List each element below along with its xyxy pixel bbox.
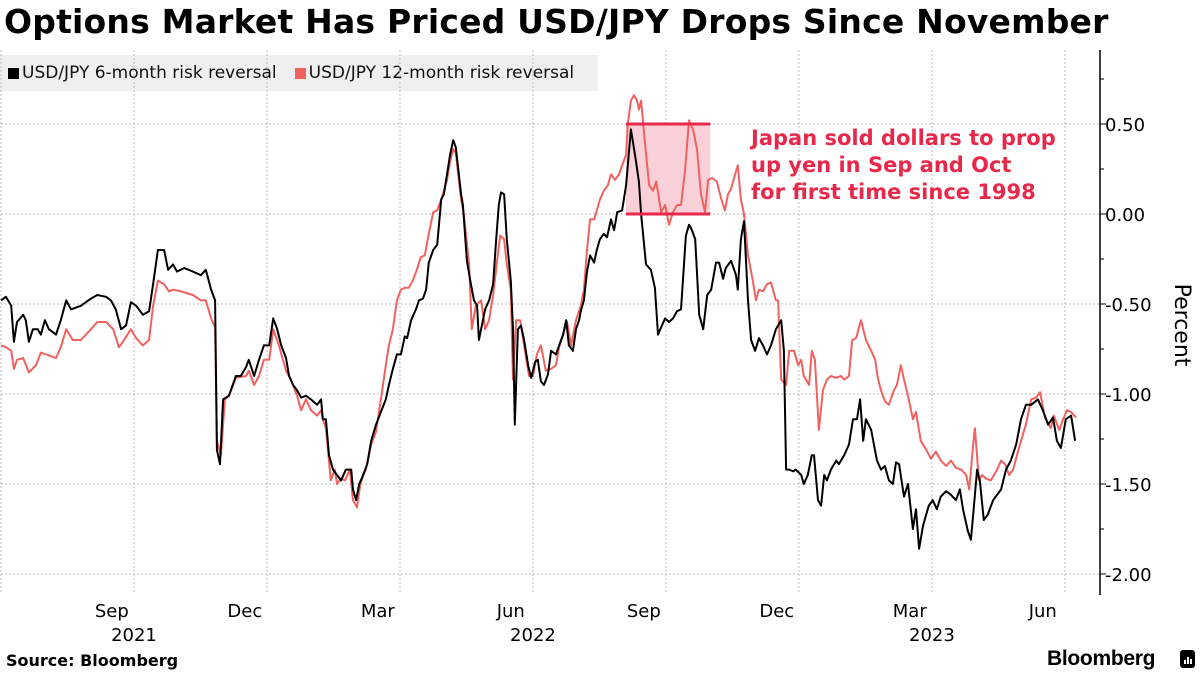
legend-label-6m: USD/JPY 6-month risk reversal xyxy=(22,63,277,83)
y-tick-label: -0.50 xyxy=(1105,295,1152,316)
x-year-label: 2022 xyxy=(510,625,556,646)
legend: USD/JPY 6-month risk reversal USD/JPY 12… xyxy=(0,55,598,91)
y-tick-label: -1.50 xyxy=(1105,475,1152,496)
x-tick-label: Jun xyxy=(1028,601,1057,622)
y-axis-label: Percent xyxy=(1169,284,1194,367)
x-tick-label: Sep xyxy=(627,601,661,622)
chart-title: Options Market Has Priced USD/JPY Drops … xyxy=(4,2,1109,41)
y-tick-label: -2.00 xyxy=(1105,565,1152,586)
bloomberg-chart-icon xyxy=(1180,650,1195,668)
x-tick-label: Mar xyxy=(893,601,928,622)
x-year-label: 2023 xyxy=(909,625,955,646)
y-tick-label: 0.00 xyxy=(1105,205,1145,226)
x-year-label: 2021 xyxy=(111,625,157,646)
source-label: Source: Bloomberg xyxy=(6,651,179,670)
legend-swatch-6m xyxy=(8,67,19,79)
x-tick-label: Dec xyxy=(759,601,794,622)
x-tick-label: Jun xyxy=(496,601,525,622)
annotation-text-line: Japan sold dollars to prop xyxy=(749,126,1056,150)
x-tick-label: Dec xyxy=(227,601,262,622)
legend-item-6m: USD/JPY 6-month risk reversal xyxy=(8,63,277,83)
legend-label-12m: USD/JPY 12-month risk reversal xyxy=(308,63,575,83)
x-tick-label: Mar xyxy=(361,601,396,622)
legend-swatch-12m xyxy=(294,67,306,79)
x-tick-label: Sep xyxy=(95,601,129,622)
annotation-highlight-box xyxy=(626,124,711,214)
annotation-text-line: for first time since 1998 xyxy=(751,180,1036,204)
series-line-12m xyxy=(0,94,1077,509)
annotation-text-line: up yen in Sep and Oct xyxy=(751,153,1011,177)
bloomberg-logo: Bloomberg xyxy=(1047,647,1156,670)
y-tick-label: -1.00 xyxy=(1105,385,1152,406)
legend-item-12m: USD/JPY 12-month risk reversal xyxy=(294,63,575,83)
series-line-6m xyxy=(0,128,1077,550)
y-tick-label: 0.50 xyxy=(1105,115,1145,136)
